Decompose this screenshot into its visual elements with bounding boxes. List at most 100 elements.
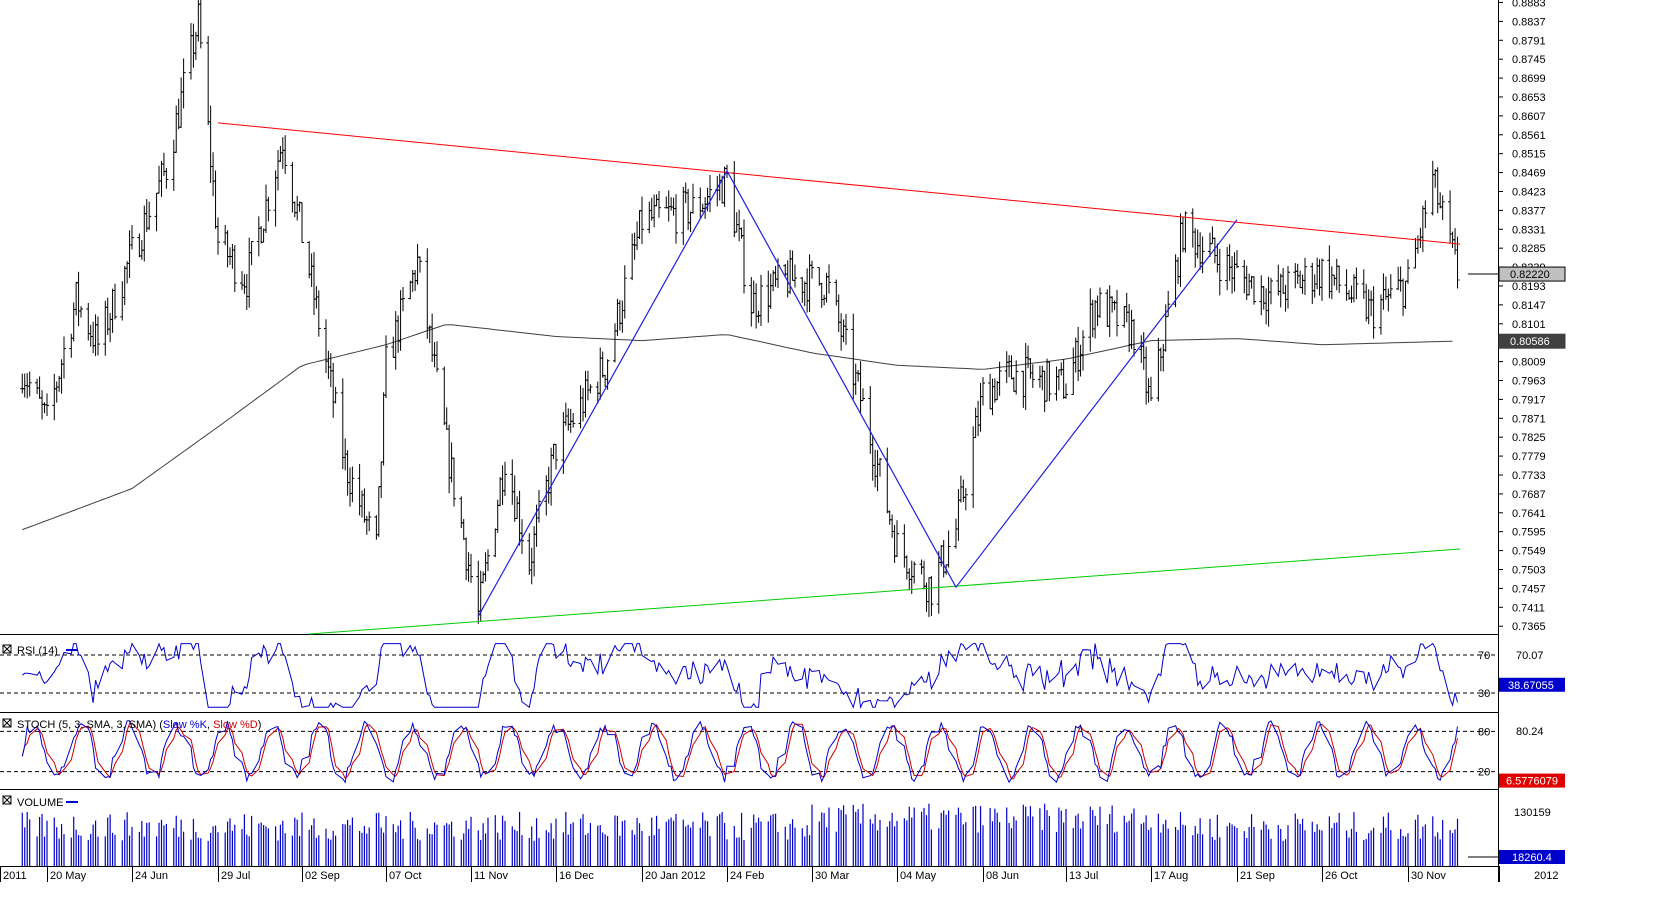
price-bar [1045,358,1050,402]
price-bar [581,387,586,422]
price-bar [316,290,321,337]
price-bar [768,273,773,309]
price-bar [924,582,929,612]
price-bar [878,458,882,477]
price-bar [1078,344,1083,377]
moving-average-line [22,324,1453,531]
rsi-level-label: 30 [1478,688,1490,700]
price-bar [515,496,520,520]
price-bar [1401,278,1406,316]
price-bar [1093,299,1098,339]
price-bar [91,321,96,354]
price-bar [1369,290,1374,317]
volume-legend[interactable]: VOLUME [2,795,78,809]
price-bar [1107,285,1112,337]
price-bar [571,413,576,428]
price-bar [232,245,237,292]
price-bar [810,260,814,279]
price-bar [244,274,249,310]
price-bar [971,426,976,509]
moving-average [22,324,1453,531]
price-bar [681,186,686,246]
stoch-legend[interactable]: STOCH (5, 3, SMA, 3, SMA) (Slow %K, Slow… [2,718,261,731]
price-bar [191,23,196,68]
x-axis-label: 17 Aug [1154,870,1188,882]
price-bar [583,370,588,418]
price-bar [737,209,742,242]
price-bar [1176,257,1181,285]
price-bar [885,447,890,514]
price-bar [997,361,1002,396]
price-bar [348,467,352,507]
price-bar [1004,351,1009,384]
price-bar [1388,274,1393,299]
price-bar [157,165,162,194]
price-bar [1295,263,1300,284]
price-bar [1011,377,1016,392]
price-bar [691,183,695,214]
price-bars [20,0,1460,624]
price-bar [20,373,25,394]
price-bar [444,407,449,430]
price-axis-label: 0.8607 [1512,111,1546,123]
price-axis-label: 0.7917 [1512,394,1546,406]
price-bar [1124,292,1129,323]
price-bar [861,388,865,402]
price-bar [1249,275,1254,289]
price-bar [1230,256,1235,294]
price-bar [510,459,515,505]
price-bar [76,271,81,327]
price-bar [52,373,57,421]
price-bar [598,347,603,400]
price-bar [1423,200,1428,229]
price-axis-label: 0.7595 [1512,527,1546,539]
price-bar [929,576,934,617]
price-bar [1298,270,1303,289]
price-axis-label: 0.7687 [1512,489,1546,501]
price-axis-label: 0.8883 [1512,0,1546,9]
price-bar [230,243,235,269]
x-axis-label: 26 Oct [1325,870,1357,882]
price-bar [1261,285,1266,310]
price-bar [742,219,746,294]
price-bar [469,553,473,583]
price-axis-label: 0.7549 [1512,546,1546,558]
price-bar [754,283,759,329]
price-axis-label: 0.7503 [1512,564,1546,576]
price-bar [206,35,211,126]
price-bar [1161,344,1166,372]
price-bar [35,378,40,395]
price-bar [88,324,93,347]
volume-panel: 130159 18260.4 [21,803,1565,866]
price-bar [179,77,184,128]
price-bar [79,306,83,318]
price-bar [912,561,917,584]
price-bar [654,194,659,207]
volume-upper-value-label: 130159 [1514,807,1551,819]
rsi-legend[interactable]: RSI (14) [2,644,78,657]
price-bar [74,281,79,316]
price-bar [384,335,388,399]
price-bar [1334,258,1339,291]
price-bar [1310,262,1315,304]
price-bar [464,537,469,581]
price-bar [1139,335,1144,363]
price-bar [144,199,149,232]
price-bar [992,378,997,403]
price-bar [345,450,350,496]
price-bar [1037,365,1042,388]
price-bar [120,281,125,321]
price-bar [459,496,464,529]
price-bar [379,461,384,499]
price-bar [364,515,369,535]
price-bar [1235,250,1239,269]
price-bar [1095,295,1100,327]
x-axis-label: 2011 [3,870,27,882]
price-bar [381,392,386,466]
price-axis-label: 0.8561 [1512,130,1546,142]
price-bar [1278,273,1283,308]
price-bar [324,319,328,373]
price-bar [1042,370,1047,413]
price-bar [223,225,228,246]
price-bar [1259,275,1264,316]
